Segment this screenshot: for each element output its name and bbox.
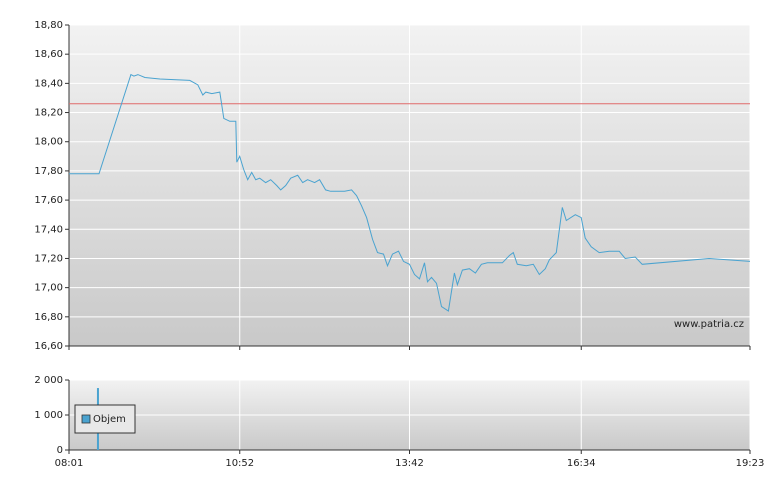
y-tick-label: 2 000 [34,375,63,386]
x-tick-label: 19:23 [736,458,765,469]
legend-swatch [81,414,91,424]
x-tick-label: 13:42 [395,458,424,469]
y-tick-label: 17,00 [34,283,63,294]
legend-label: Objem [93,414,126,425]
x-tick-label: 10:52 [225,458,254,469]
x-tick-label: 08:01 [55,458,84,469]
y-tick-label: 16,80 [34,312,63,323]
y-tick-label: 18,40 [34,78,63,89]
y-tick-label: 1 000 [34,410,63,421]
y-tick-label: 16,60 [34,341,63,352]
y-tick-label: 17,60 [34,195,63,206]
y-tick-label: 0 [57,445,63,456]
y-tick-label: 17,40 [34,224,63,235]
y-tick-label: 17,80 [34,166,63,177]
y-tick-label: 17,20 [34,253,63,264]
watermark: www.patria.cz [674,319,744,330]
y-tick-label: 18,60 [34,49,63,60]
price-line [69,73,751,312]
y-tick-label: 18,20 [34,108,63,119]
y-tick-label: 18,80 [34,20,63,31]
x-tick-label: 16:34 [567,458,596,469]
y-tick-label: 18,00 [34,137,63,148]
